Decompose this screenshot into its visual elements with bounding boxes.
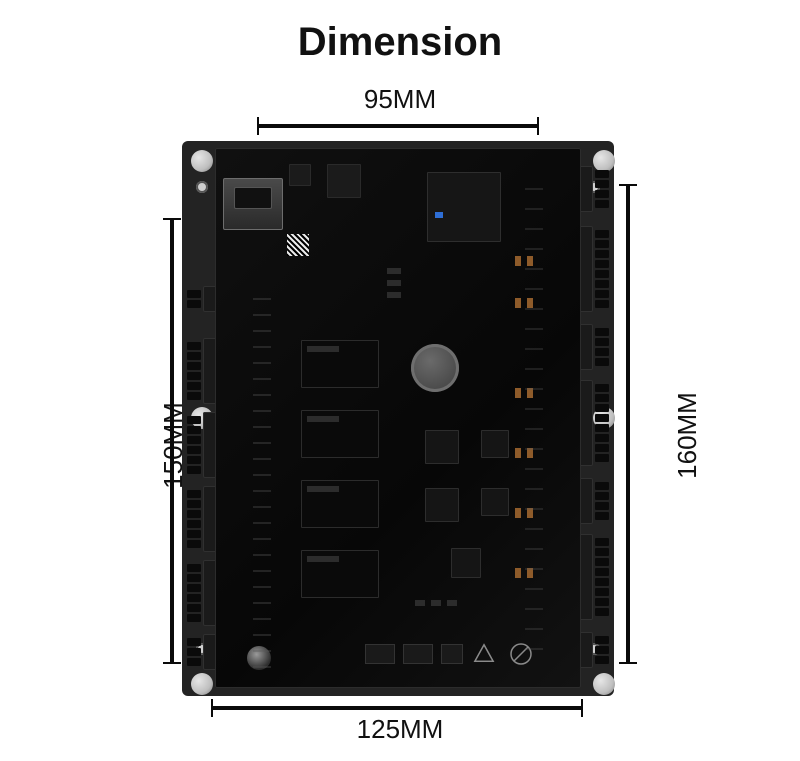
smd-component xyxy=(515,568,521,578)
silkscreen-mark xyxy=(525,528,543,530)
smd-component xyxy=(415,600,425,606)
chip xyxy=(451,548,481,578)
smd-component xyxy=(515,508,521,518)
screw-standoff xyxy=(593,673,615,695)
component xyxy=(403,644,433,664)
silkscreen-mark xyxy=(253,586,271,588)
screw-standoff xyxy=(191,673,213,695)
silkscreen-mark xyxy=(525,608,543,610)
pcb-board xyxy=(215,148,581,688)
page-title: Dimension xyxy=(298,20,502,65)
silkscreen-mark xyxy=(525,328,543,330)
silkscreen-mark xyxy=(525,388,543,390)
canvas: Dimension 95MM 125MM 150MM 160MM xyxy=(0,0,800,761)
chip xyxy=(481,430,509,458)
silkscreen-mark xyxy=(525,348,543,350)
silkscreen-mark xyxy=(525,628,543,630)
silkscreen-mark xyxy=(525,488,543,490)
silkscreen-mark xyxy=(525,588,543,590)
silkscreen-mark xyxy=(253,442,271,444)
silkscreen-mark xyxy=(253,426,271,428)
silkscreen-mark xyxy=(253,522,271,524)
dim-bar-top xyxy=(258,124,538,128)
chip xyxy=(425,430,459,464)
ethernet-port xyxy=(223,178,283,230)
smd-component xyxy=(431,600,441,606)
dim-bar-left xyxy=(170,219,174,663)
silkscreen-mark xyxy=(253,458,271,460)
silkscreen-mark xyxy=(525,448,543,450)
silkscreen-mark xyxy=(253,570,271,572)
silkscreen-mark xyxy=(525,548,543,550)
chip xyxy=(327,164,361,198)
silkscreen-mark xyxy=(253,490,271,492)
silkscreen-mark xyxy=(253,378,271,380)
silkscreen-mark xyxy=(253,554,271,556)
component xyxy=(441,644,463,664)
coin-cell-battery xyxy=(411,344,459,392)
silkscreen-mark xyxy=(253,314,271,316)
relay xyxy=(301,480,379,528)
smd-component xyxy=(515,256,521,266)
silkscreen-mark xyxy=(253,394,271,396)
silkscreen-mark xyxy=(253,506,271,508)
qr-sticker xyxy=(287,234,309,256)
silkscreen-mark xyxy=(525,648,543,650)
silkscreen-mark xyxy=(525,228,543,230)
smd-component xyxy=(527,256,533,266)
dim-bar-right xyxy=(626,185,630,663)
silkscreen-mark xyxy=(525,408,543,410)
silkscreen-mark xyxy=(253,330,271,332)
silkscreen-mark xyxy=(525,508,543,510)
silkscreen-mark xyxy=(525,268,543,270)
silkscreen-mark xyxy=(253,474,271,476)
component xyxy=(365,644,395,664)
smd-component xyxy=(387,268,401,274)
silkscreen-nohand-icon xyxy=(509,642,533,666)
silkscreen-mark xyxy=(525,368,543,370)
silkscreen-mark xyxy=(525,308,543,310)
smd-component xyxy=(387,280,401,286)
silkscreen-mark xyxy=(253,362,271,364)
relay xyxy=(301,410,379,458)
main-chip xyxy=(427,172,501,242)
chip xyxy=(289,164,311,186)
relay xyxy=(301,550,379,598)
silkscreen-mark xyxy=(525,188,543,190)
silkscreen-mark xyxy=(253,346,271,348)
chip xyxy=(425,488,459,522)
dim-bar-bottom xyxy=(212,706,582,710)
silkscreen-mark xyxy=(525,288,543,290)
smd-component xyxy=(527,298,533,308)
chip xyxy=(481,488,509,516)
silkscreen-mark xyxy=(525,468,543,470)
silkscreen-mark xyxy=(253,666,271,668)
silkscreen-mark xyxy=(525,568,543,570)
mount-hole xyxy=(196,181,208,193)
silkscreen-warning-icon xyxy=(473,642,495,664)
smd-component xyxy=(515,298,521,308)
smd-component xyxy=(387,292,401,298)
smd-component xyxy=(515,448,521,458)
silkscreen-mark xyxy=(525,248,543,250)
silkscreen-mark xyxy=(525,428,543,430)
screw-standoff xyxy=(191,150,213,172)
silkscreen-mark xyxy=(253,634,271,636)
relay xyxy=(301,340,379,388)
smd-component xyxy=(447,600,457,606)
silkscreen-mark xyxy=(525,208,543,210)
silkscreen-mark xyxy=(253,602,271,604)
silkscreen-mark xyxy=(253,650,271,652)
dim-label-bottom: 125MM xyxy=(357,714,444,745)
smd-component xyxy=(515,388,521,398)
silkscreen-mark xyxy=(253,538,271,540)
dim-label-right: 160MM xyxy=(672,392,703,479)
silkscreen-mark xyxy=(253,618,271,620)
silkscreen-mark xyxy=(253,410,271,412)
silkscreen-mark xyxy=(253,298,271,300)
dim-label-top: 95MM xyxy=(364,84,436,115)
